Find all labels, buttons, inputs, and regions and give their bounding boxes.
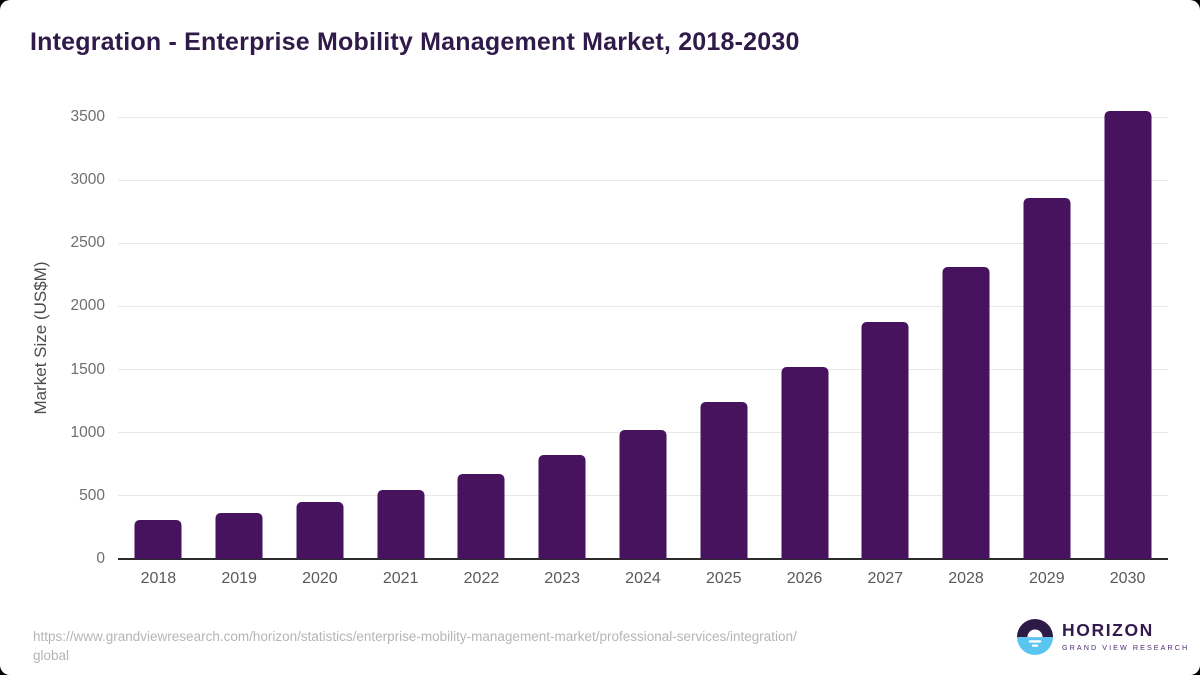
bar-2020 xyxy=(296,501,344,559)
bar-2025 xyxy=(700,402,748,559)
y-tick-label: 3000 xyxy=(70,171,105,189)
bar-2027 xyxy=(861,322,909,559)
x-tick-label-2019: 2019 xyxy=(221,570,257,587)
bar-series xyxy=(118,111,1168,559)
bar-slot xyxy=(522,117,603,559)
x-tick-label-2024: 2024 xyxy=(625,570,661,587)
x-tick-label-2018: 2018 xyxy=(140,570,177,587)
bar-slot xyxy=(441,117,522,559)
x-tick-label-2021: 2021 xyxy=(382,570,419,587)
y-tick-label: 0 xyxy=(96,550,105,567)
y-tick-label: 1500 xyxy=(70,360,105,378)
source-url-line-1: https://www.grandviewresearch.com/horizo… xyxy=(33,629,797,644)
x-tick-label-2029: 2029 xyxy=(1029,570,1065,587)
y-tick-label: 1000 xyxy=(70,423,105,441)
x-tick-label-2020: 2020 xyxy=(302,570,338,587)
x-axis-line xyxy=(118,558,1168,560)
bar-slot xyxy=(360,117,441,559)
x-tick-label-2028: 2028 xyxy=(948,570,984,587)
source-url-line-2: global xyxy=(33,648,70,663)
bar-2019 xyxy=(215,512,263,559)
bar-slot xyxy=(764,117,845,559)
bar-slot xyxy=(1087,111,1168,559)
chart-title: Integration - Enterprise Mobility Manage… xyxy=(30,28,800,56)
bar-2023 xyxy=(538,454,586,559)
horizon-logo: HORIZON GRAND VIEW RESEARCH xyxy=(1017,619,1189,655)
y-tick-label: 2500 xyxy=(70,234,105,252)
bar-2028 xyxy=(942,267,990,559)
bar-slot xyxy=(683,117,764,559)
y-axis-tick-labels: 0 500 1000 1500 2000 2500 3000 3500 xyxy=(0,108,105,567)
logo-brand-text: HORIZON xyxy=(1062,620,1154,641)
bar-slot xyxy=(603,117,684,559)
bar-2026 xyxy=(781,367,828,559)
x-tick-label-2023: 2023 xyxy=(544,570,580,587)
logo-sub-brand-text: GRAND VIEW RESEARCH xyxy=(1062,642,1190,652)
x-tick-label-2025: 2025 xyxy=(705,570,742,587)
bar-slot xyxy=(1006,117,1087,559)
bar-2029 xyxy=(1023,198,1071,559)
bar-slot xyxy=(118,117,199,559)
gridline xyxy=(118,116,1168,118)
y-tick-label: 500 xyxy=(79,486,105,504)
x-tick-label-2022: 2022 xyxy=(463,570,500,587)
y-tick-label: 2000 xyxy=(70,297,105,315)
horizon-logo-text: HORIZON GRAND VIEW RESEARCH xyxy=(1062,622,1189,652)
plot-area xyxy=(118,111,1168,560)
bar-slot xyxy=(280,117,361,559)
gridline xyxy=(118,305,1168,307)
bar-2024 xyxy=(619,430,667,559)
x-tick-label-2027: 2027 xyxy=(867,570,904,587)
x-tick-label-2026: 2026 xyxy=(786,570,823,587)
x-axis-tick-labels: 2018 2019 2020 2021 2022 2023 2024 2025 2026 2027… xyxy=(118,570,1168,588)
bar-2018 xyxy=(134,519,182,559)
source-url: https://www.grandviewresearch.com/horizo… xyxy=(33,627,983,665)
bar-slot xyxy=(845,117,926,559)
y-tick-label: 3500 xyxy=(70,108,105,125)
x-tick-label-2030: 2030 xyxy=(1109,570,1146,587)
gridline xyxy=(118,369,1168,371)
bar-2022 xyxy=(457,473,505,559)
gridline xyxy=(118,242,1168,244)
gridline xyxy=(118,179,1168,181)
bar-slot xyxy=(199,117,280,559)
bar-2030 xyxy=(1104,111,1152,559)
bar-2021 xyxy=(377,489,425,559)
horizon-logo-mark-icon xyxy=(1017,619,1053,655)
bar-slot xyxy=(926,117,1007,559)
